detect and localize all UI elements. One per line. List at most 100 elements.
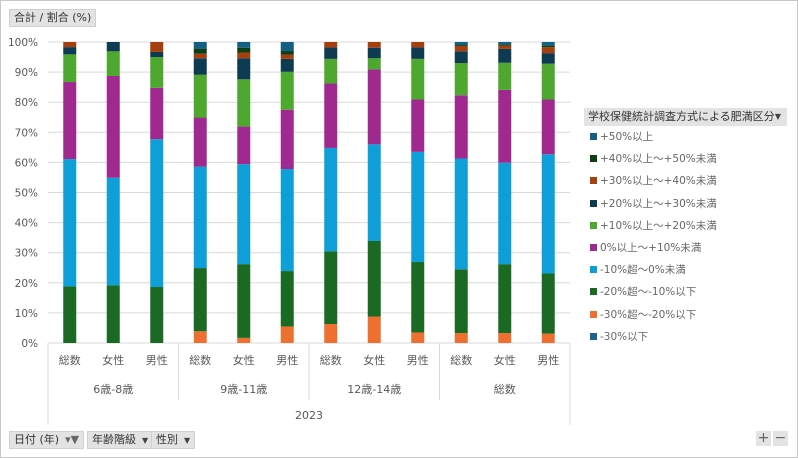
- bar-segment: [454, 45, 468, 46]
- bar-segment: [280, 271, 294, 327]
- bar-segment: [541, 154, 555, 274]
- bar-segment: [193, 166, 207, 269]
- bar-segment: [324, 47, 338, 59]
- bar-segment: [193, 42, 207, 49]
- bar-segment: [324, 83, 338, 148]
- y-tick-label: 30%: [15, 248, 38, 260]
- bar-segment: [541, 63, 555, 100]
- legend-label: +10%以上～+20%未満: [600, 219, 717, 232]
- x-group-label: 9歳-11歳: [220, 383, 267, 396]
- filter-sex-button[interactable]: 性別 ▼: [151, 431, 196, 449]
- bar-segment: [498, 42, 512, 45]
- bar-segment: [193, 48, 207, 54]
- bar-segment: [454, 158, 468, 270]
- bar-segment: [324, 42, 338, 48]
- bar-segment: [193, 53, 207, 59]
- bar-segment: [498, 44, 512, 46]
- bar-segment: [237, 164, 251, 265]
- bar-segment: [324, 324, 338, 343]
- bar-segment: [454, 269, 468, 334]
- dropdown-icon: ▼: [774, 112, 781, 121]
- bar-segment: [237, 47, 251, 53]
- legend-label: +30%以上～+40%未満: [600, 175, 717, 188]
- bar-segment: [411, 332, 425, 343]
- bar-segment: [367, 47, 381, 59]
- bar-segment: [367, 58, 381, 70]
- x-category-label: 男性: [146, 353, 168, 367]
- bar-segment: [280, 71, 294, 110]
- bar-segment: [541, 333, 555, 343]
- x-category-label: 女性: [363, 353, 385, 367]
- legend-item: -30%以下: [584, 326, 787, 348]
- bar-segment: [193, 331, 207, 343]
- bar-segment: [454, 333, 468, 343]
- bar-segment: [63, 159, 77, 287]
- bar-segment: [280, 51, 294, 55]
- bar-segment: [106, 51, 120, 77]
- legend-swatch: [590, 310, 597, 318]
- legend-swatch: [590, 199, 597, 207]
- filter-label: 年齢階級: [92, 433, 136, 446]
- legend-item: +40%以上～+50%未満: [584, 148, 787, 170]
- bar-segment: [454, 51, 468, 64]
- bar-segment: [411, 99, 425, 152]
- bar-segment: [280, 326, 294, 343]
- bar-segment: [454, 95, 468, 159]
- bar-segment: [280, 109, 294, 170]
- legend-swatch: [590, 155, 597, 163]
- bar-segment: [280, 58, 294, 72]
- y-tick-label: 60%: [15, 157, 38, 169]
- bar-segment: [498, 162, 512, 265]
- bar-segment: [411, 58, 425, 100]
- bar-segment: [324, 251, 338, 325]
- bar-segment: [150, 87, 164, 140]
- x-category-label: 男性: [537, 353, 559, 367]
- legend-label: +20%以上～+30%未満: [600, 197, 717, 210]
- legend-item: 0%以上～+10%未満: [584, 237, 787, 259]
- dropdown-icon: ▼: [184, 436, 191, 445]
- bar-segment: [411, 151, 425, 263]
- y-tick-label: 90%: [15, 67, 38, 79]
- bar-segment: [454, 63, 468, 96]
- legend-item: -10%超～0%未満: [584, 259, 787, 281]
- legend-item: +30%以上～+40%未満: [584, 170, 787, 192]
- legend-label: -20%超～-10%以下: [600, 286, 697, 299]
- legend-label: -10%超～0%未満: [600, 264, 686, 277]
- bar-segment: [106, 285, 120, 343]
- bar-segment: [63, 54, 77, 83]
- legend: 学校保健統計調査方式による肥満区分 ▼ +50%以上 +40%以上～+50%未満 +…: [584, 108, 787, 348]
- bar-segment: [541, 99, 555, 155]
- bar-segment: [63, 82, 77, 160]
- y-tick-label: 40%: [15, 218, 38, 230]
- filter-date-year-button[interactable]: 日付 (年) ▾▼: [9, 431, 85, 449]
- bar-segment: [237, 337, 251, 343]
- bar-segment: [63, 47, 77, 55]
- bar-segment: [411, 42, 425, 48]
- value-field-button[interactable]: 合計 / 割合 (%): [9, 9, 97, 27]
- bar-segment: [237, 42, 251, 48]
- bar-segment: [150, 139, 164, 288]
- filter-age-group-button[interactable]: 年齢階級 ▼: [87, 431, 154, 449]
- filter-icon: ▾▼: [65, 433, 80, 446]
- legend-swatch: [590, 332, 597, 340]
- y-tick-label: 0%: [21, 338, 38, 350]
- bar-segment: [498, 48, 512, 63]
- legend-item: -30%超～-20%以下: [584, 304, 787, 326]
- collapse-button[interactable]: −: [773, 430, 788, 446]
- bar-segment: [193, 74, 207, 118]
- bar-segment: [106, 42, 120, 52]
- y-tick-label: 20%: [15, 278, 38, 290]
- bar-segment: [280, 42, 294, 52]
- bar-segment: [454, 42, 468, 46]
- bar-segment: [280, 54, 294, 59]
- legend-field-button[interactable]: 学校保健統計調査方式による肥満区分 ▼: [584, 108, 787, 126]
- filter-label: 日付 (年): [14, 433, 60, 446]
- bar-segment: [63, 286, 77, 343]
- y-tick-label: 10%: [15, 308, 38, 320]
- bar-segment: [63, 42, 77, 48]
- y-tick-label: 100%: [8, 37, 38, 49]
- bar-segment: [237, 264, 251, 338]
- legend-swatch: [590, 177, 597, 185]
- bar-segment: [193, 117, 207, 167]
- expand-button[interactable]: +: [756, 430, 771, 446]
